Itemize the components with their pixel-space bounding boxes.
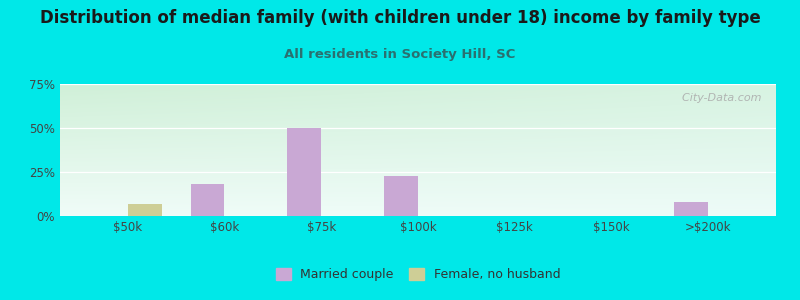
Text: Distribution of median family (with children under 18) income by family type: Distribution of median family (with chil… bbox=[40, 9, 760, 27]
Bar bbox=[384, 176, 418, 216]
Bar bbox=[128, 204, 162, 216]
Bar bbox=[190, 184, 225, 216]
Text: All residents in Society Hill, SC: All residents in Society Hill, SC bbox=[284, 48, 516, 61]
Legend: Married couple, Female, no husband: Married couple, Female, no husband bbox=[270, 263, 566, 286]
Text: City-Data.com: City-Data.com bbox=[675, 93, 762, 103]
Bar bbox=[674, 202, 708, 216]
Bar bbox=[287, 128, 322, 216]
